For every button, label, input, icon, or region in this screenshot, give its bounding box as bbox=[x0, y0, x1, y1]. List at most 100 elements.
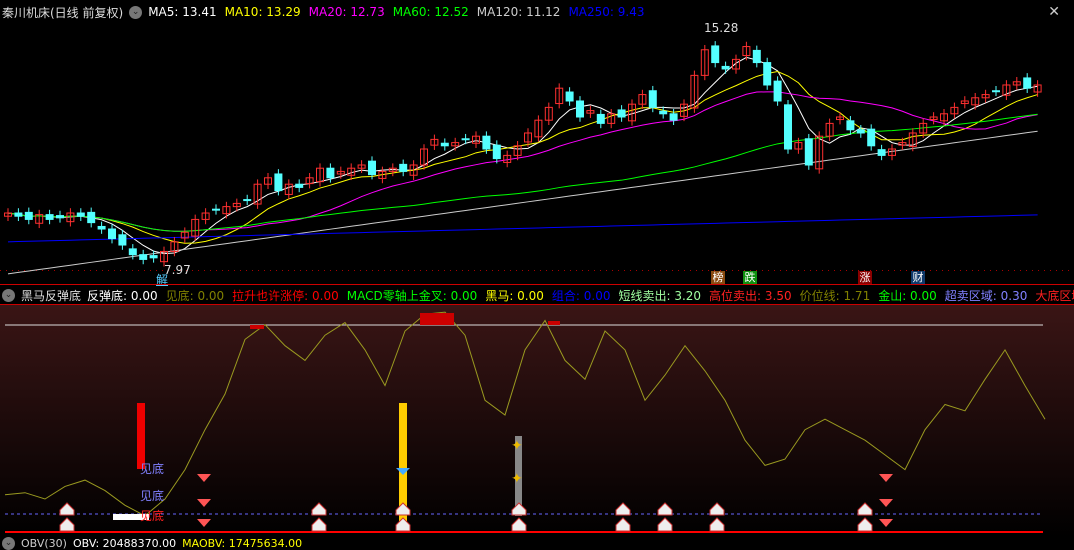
grid-dot bbox=[600, 270, 601, 271]
grid-dot bbox=[750, 270, 751, 271]
obv-header: ⌄ OBV(30) OBV: 20488370.00 MAOBV: 17475634… bbox=[0, 536, 303, 550]
grid-dot bbox=[450, 270, 451, 271]
candle bbox=[544, 106, 553, 121]
grid-dot bbox=[120, 270, 121, 271]
grid-dot bbox=[516, 270, 517, 271]
grid-dot bbox=[282, 270, 283, 271]
grid-dot bbox=[510, 270, 511, 271]
signal-bar bbox=[137, 403, 145, 469]
grid-dot bbox=[876, 270, 877, 271]
candle bbox=[274, 173, 283, 192]
legend-item: MAOBV: 17475634.00 bbox=[182, 536, 303, 550]
grid-dot bbox=[582, 270, 583, 271]
butterfly-icon: ✦ bbox=[511, 438, 523, 454]
legend-item: 黑马: 0.00 bbox=[485, 288, 544, 303]
house-icon bbox=[395, 502, 411, 516]
candle bbox=[680, 103, 688, 117]
grid-dot bbox=[246, 270, 247, 271]
diamond-icon bbox=[396, 468, 410, 475]
legend-item: 金山: 0.00 bbox=[878, 288, 937, 303]
candle bbox=[97, 225, 106, 230]
grid-dot bbox=[912, 270, 913, 271]
panel-bg bbox=[0, 305, 1074, 537]
grid-dot bbox=[948, 270, 949, 271]
candle bbox=[503, 154, 512, 163]
candle bbox=[222, 206, 231, 215]
grid-dot bbox=[360, 270, 361, 271]
candle bbox=[804, 138, 813, 166]
candle bbox=[586, 110, 595, 114]
candle bbox=[305, 177, 314, 185]
grid-dot bbox=[1026, 270, 1027, 271]
candle bbox=[87, 211, 96, 224]
legend-item: 价位线: 1.71 bbox=[799, 288, 871, 303]
grid-dot bbox=[312, 270, 313, 271]
house-icon bbox=[857, 502, 873, 516]
grid-dot bbox=[792, 270, 793, 271]
grid-dot bbox=[762, 270, 763, 271]
chevron-down-icon[interactable]: ⌄ bbox=[2, 536, 15, 550]
event-tag[interactable]: 涨 bbox=[858, 271, 872, 285]
candle bbox=[919, 122, 928, 134]
top-signal-block bbox=[548, 321, 560, 325]
grid-dot bbox=[174, 270, 175, 271]
grid-dot bbox=[390, 270, 391, 271]
grid-dot bbox=[858, 270, 859, 271]
candle bbox=[513, 145, 522, 156]
candle bbox=[388, 167, 397, 172]
candle bbox=[35, 214, 44, 224]
grid-dot bbox=[378, 270, 379, 271]
grid-dot bbox=[276, 270, 277, 271]
grid-dot bbox=[942, 270, 943, 271]
candle bbox=[960, 100, 969, 105]
grid-dot bbox=[630, 270, 631, 271]
grid-dot bbox=[612, 270, 613, 271]
grid-dot bbox=[186, 270, 187, 271]
candle bbox=[472, 135, 480, 144]
grid-dot bbox=[552, 270, 553, 271]
grid-dot bbox=[1020, 270, 1021, 271]
grid-dot bbox=[318, 270, 319, 271]
indicator-chart[interactable]: ✦✦ bbox=[0, 305, 1074, 537]
candle bbox=[638, 94, 647, 105]
legend-item: 见底: 0.00 bbox=[165, 288, 225, 303]
diamond-icon bbox=[197, 499, 211, 507]
grid-dot bbox=[348, 270, 349, 271]
candle bbox=[971, 97, 980, 106]
close-icon[interactable]: ✕ bbox=[1048, 4, 1060, 20]
candle bbox=[461, 138, 470, 141]
candle bbox=[742, 46, 751, 57]
ma-legend: MA5: 13.41 MA10: 13.29 MA20: 12.73 MA60: 12… bbox=[148, 5, 644, 19]
candle bbox=[24, 211, 33, 220]
candle bbox=[732, 58, 740, 70]
candle bbox=[232, 202, 241, 208]
ma60-line bbox=[7, 113, 1038, 232]
grid-dot bbox=[684, 270, 685, 271]
legend-item: 高位卖出: 3.50 bbox=[709, 288, 792, 303]
candle bbox=[180, 231, 189, 239]
event-tag[interactable]: 财 bbox=[911, 271, 925, 285]
event-tag[interactable]: 跌 bbox=[743, 271, 757, 285]
grid-dot bbox=[840, 270, 841, 271]
chevron-down-icon[interactable]: ⌄ bbox=[2, 288, 15, 302]
candle bbox=[752, 49, 761, 64]
grid-dot bbox=[48, 270, 49, 271]
price-chart[interactable] bbox=[0, 0, 1074, 283]
house-icon bbox=[709, 517, 725, 532]
candle bbox=[1023, 77, 1032, 89]
price-header: 秦川机床(日线 前复权) ⌄ MA5: 13.41 MA10: 13.29 MA20… bbox=[0, 2, 644, 22]
candle bbox=[357, 164, 366, 169]
chevron-down-icon[interactable]: ⌄ bbox=[129, 5, 143, 19]
legend-item: MACD零轴上金叉: 0.00 bbox=[346, 288, 478, 303]
grid-dot bbox=[252, 270, 253, 271]
grid-dot bbox=[402, 270, 403, 271]
grid-dot bbox=[78, 270, 79, 271]
signal-block bbox=[113, 514, 149, 520]
candle bbox=[576, 100, 584, 118]
house-icon bbox=[395, 517, 411, 532]
grid-dot bbox=[882, 270, 883, 271]
high-price-label: 15.28 bbox=[704, 21, 739, 35]
event-tag[interactable]: 榜 bbox=[711, 271, 725, 285]
grid-dot bbox=[102, 270, 103, 271]
diamond-icon bbox=[197, 474, 211, 482]
